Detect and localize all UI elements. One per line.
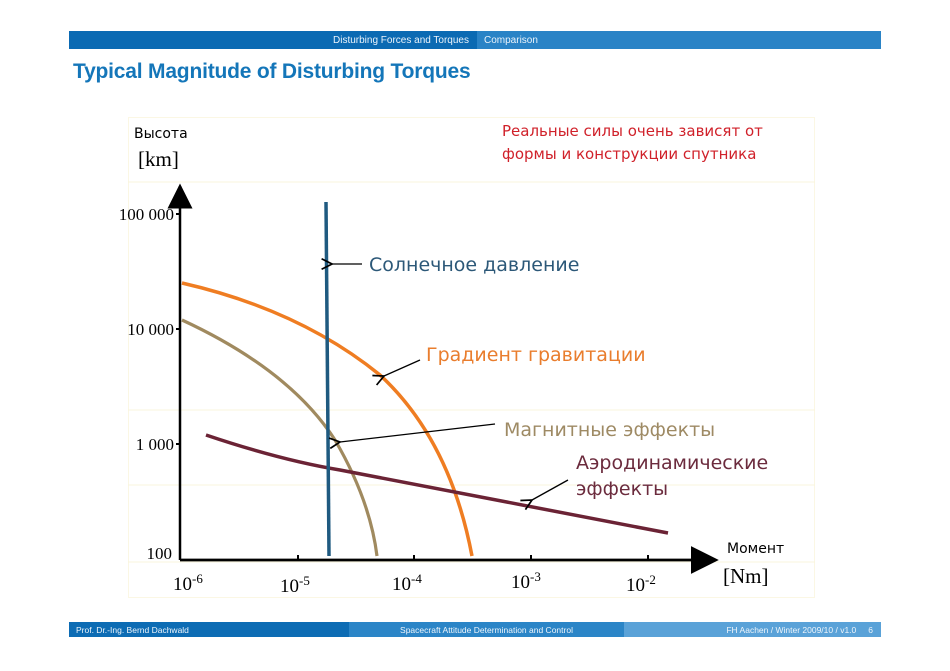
label-aero-line2: эффекты <box>576 478 668 500</box>
subsection-label: Comparison <box>484 34 538 46</box>
footer-course: Spacecraft Attitude Determination and Co… <box>349 622 624 637</box>
footer-institution: FH Aachen / Winter 2009/10 / v1.0 <box>726 624 857 635</box>
header-subsection: Comparison <box>477 31 881 49</box>
footer-bar: Prof. Dr.-Ing. Bernd Dachwald Spacecraft… <box>69 622 881 637</box>
y-axis-label: Высота <box>134 126 188 142</box>
header-section: Disturbing Forces and Torques <box>69 31 477 49</box>
y-tick-100000: 100 000 <box>119 205 174 224</box>
slide-title: Typical Magnitude of Disturbing Torques <box>73 60 471 83</box>
x-axis-label: Момент <box>727 541 784 557</box>
chart-frame <box>128 117 815 598</box>
x-axis-unit: [Nm] <box>723 564 769 588</box>
label-aero-line1: Аэродинамические <box>576 452 768 474</box>
section-label: Disturbing Forces and Torques <box>333 34 469 46</box>
chart-note-line1: Реальные силы очень зависят от <box>502 122 763 140</box>
label-solar-pressure: Солнечное давление <box>369 254 579 276</box>
x-tick-1e-5: 10-5 <box>280 573 310 597</box>
series-aerodynamic <box>205 433 669 535</box>
x-tick-1e-3: 10-3 <box>511 569 541 593</box>
y-axis-unit: [km] <box>138 147 179 171</box>
footer-author: Prof. Dr.-Ing. Bernd Dachwald <box>69 622 349 637</box>
footer-info: FH Aachen / Winter 2009/10 / v1.0 6 <box>624 622 881 637</box>
header-bar: Disturbing Forces and Torques Comparison <box>69 31 881 49</box>
y-tick-10000: 10 000 <box>127 320 174 339</box>
x-tick-1e-6: 10-6 <box>173 571 203 595</box>
y-tick-1000: 1 000 <box>136 435 174 454</box>
x-tick-1e-4: 10-4 <box>392 571 422 595</box>
label-gravity-gradient: Градиент гравитации <box>426 344 646 366</box>
label-magnetic: Магнитные эффекты <box>504 419 715 441</box>
y-tick-100: 100 <box>147 544 173 563</box>
series-magnetic <box>181 318 379 557</box>
page-number: 6 <box>868 624 873 635</box>
x-tick-1e-2: 10-2 <box>626 572 656 596</box>
series-solar-pressure <box>324 201 331 557</box>
chart-note-line2: формы и конструкции спутника <box>502 145 756 163</box>
